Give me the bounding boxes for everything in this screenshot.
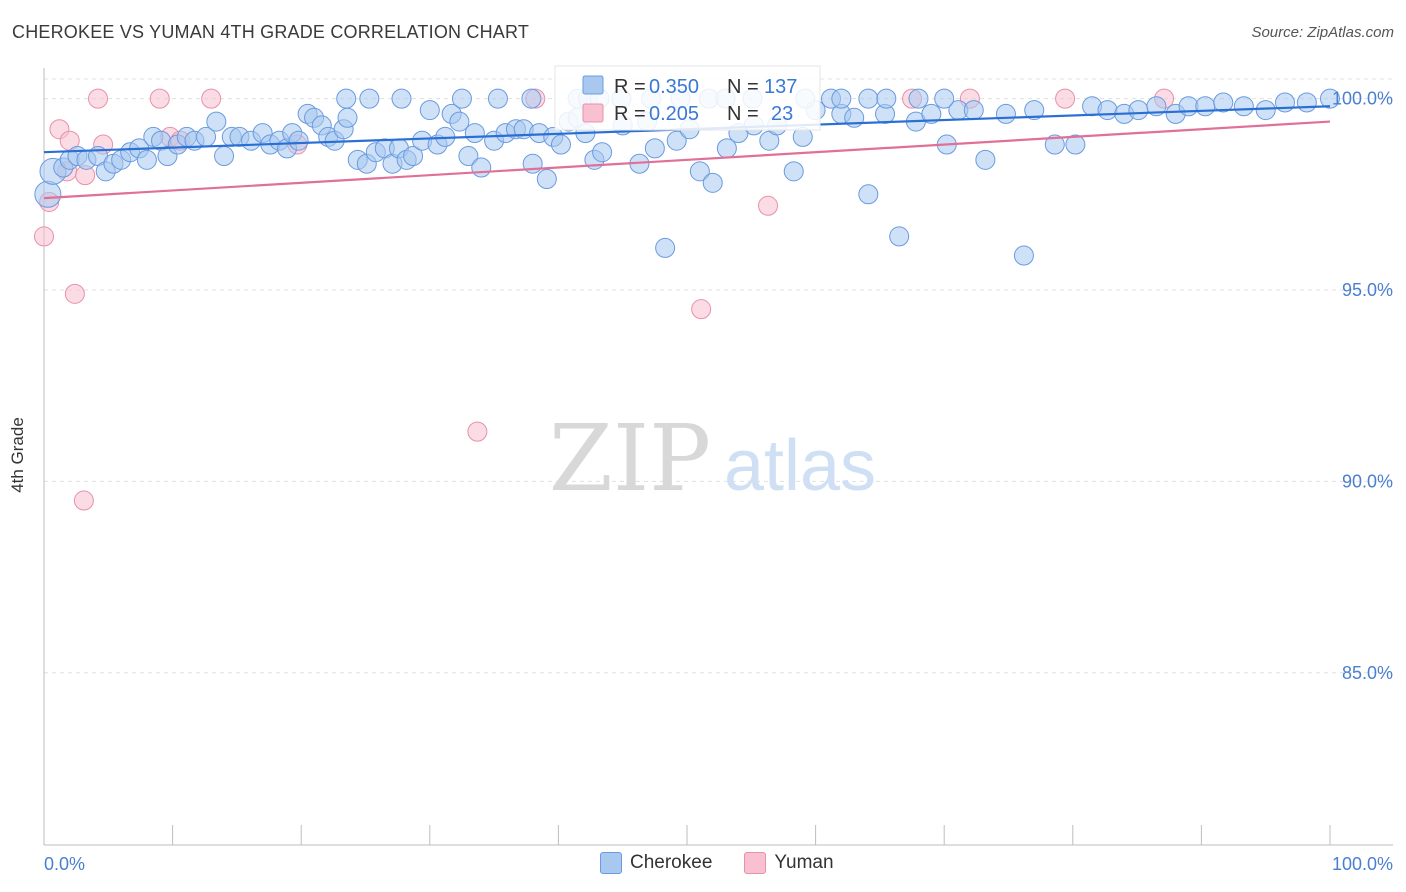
cherokee-point <box>471 157 492 178</box>
cherokee-point <box>655 237 676 258</box>
cherokee-point <box>449 111 470 132</box>
cherokee-point <box>1013 245 1034 266</box>
cherokee-point <box>1178 96 1199 117</box>
legend-item-yuman[interactable]: Yuman <box>744 852 834 874</box>
yuman-point <box>1055 88 1076 109</box>
cherokee-point <box>419 100 440 121</box>
cherokee-point <box>1213 92 1234 113</box>
cherokee-point <box>487 88 508 109</box>
legend-yuman-r-value: 0.205 <box>649 103 699 125</box>
cherokee-point <box>337 107 358 128</box>
legend-yuman-swatch <box>582 103 604 123</box>
cherokee-point <box>1065 134 1086 155</box>
watermark-atlas: atlas <box>724 426 876 506</box>
yuman-point <box>758 195 779 216</box>
cherokee-point <box>702 172 723 193</box>
yuman-legend-label: Yuman <box>774 852 834 873</box>
yuman-swatch <box>744 852 767 874</box>
legend-cherokee-n-label: N = <box>727 76 759 98</box>
cherokee-point <box>689 161 710 182</box>
yuman-point <box>467 421 488 442</box>
cherokee-point <box>550 134 571 155</box>
cherokee-legend-label: Cherokee <box>630 852 713 873</box>
cherokee-point <box>136 149 157 170</box>
cherokee-point <box>1128 100 1149 121</box>
cherokee-point <box>458 146 479 167</box>
legend-yuman-n-label: N = <box>727 103 759 125</box>
cherokee-point <box>908 88 929 109</box>
legend-item-cherokee[interactable]: Cherokee <box>600 852 712 874</box>
cherokee-point <box>666 130 687 151</box>
legend-cherokee-n-value: 137 <box>764 76 797 98</box>
cherokee-point <box>644 138 665 159</box>
y-tick-label: 100.0% <box>1332 89 1393 109</box>
cherokee-point <box>921 103 942 124</box>
cherokee-point <box>1024 100 1045 121</box>
cherokee-point <box>1097 100 1118 121</box>
cherokee-point <box>858 184 879 205</box>
yuman-point <box>64 283 85 304</box>
cherokee-point <box>963 100 984 121</box>
cherokee-point <box>975 149 996 170</box>
legend-cherokee-r-label: R = <box>614 76 646 98</box>
cherokee-point <box>858 88 879 109</box>
cherokee-point <box>995 103 1016 124</box>
stats-legend: R = 0.350 N = 137 R = 0.205 N = 23 <box>554 65 821 131</box>
legend-yuman-n-value: 23 <box>771 103 793 125</box>
cherokee-point <box>464 123 485 144</box>
chart-title: CHEROKEE VS YUMAN 4TH GRADE CORRELATION … <box>12 22 530 42</box>
cherokee-point <box>1255 100 1276 121</box>
y-tick-label: 85.0% <box>1342 663 1393 683</box>
legend-cherokee-r-value: 0.350 <box>649 76 699 98</box>
yuman-point <box>88 88 109 109</box>
x-tick-label: 100.0% <box>1332 854 1393 874</box>
cherokee-point <box>934 88 955 109</box>
yuman-point <box>691 299 712 320</box>
cherokee-point <box>889 226 910 247</box>
cherokee-point <box>1195 96 1216 117</box>
legend-cherokee-swatch <box>582 75 604 95</box>
series-legend: Cherokee Yuman <box>600 852 854 874</box>
source-label: Source: ZipAtlas.com <box>1251 24 1394 41</box>
cherokee-point <box>403 146 424 167</box>
cherokee-point <box>592 142 613 163</box>
cherokee-point <box>451 88 472 109</box>
gridlines <box>44 78 1393 674</box>
cherokee-point <box>336 88 357 109</box>
cherokee-point <box>34 180 62 208</box>
yuman-trend-line <box>43 120 1331 200</box>
cherokee-point <box>288 130 309 151</box>
cherokee-point <box>1146 96 1167 117</box>
y-tick-label: 95.0% <box>1342 280 1393 300</box>
cherokee-point <box>536 169 557 189</box>
watermark-zip: ZIP <box>549 405 711 512</box>
cherokee-point <box>214 146 235 167</box>
cherokee-point <box>206 111 227 132</box>
cherokee-point <box>1296 92 1317 113</box>
yuman-point <box>201 88 222 109</box>
cherokee-point <box>831 88 852 109</box>
legend-yuman-r-label: R = <box>614 103 646 125</box>
cherokee-point <box>391 88 412 109</box>
x-tick-label: 0.0% <box>44 854 85 874</box>
yuman-point <box>34 226 54 247</box>
cherokee-point <box>521 88 542 109</box>
cherokee-point <box>1320 88 1340 109</box>
cherokee-point <box>1233 96 1254 117</box>
yuman-point <box>149 88 170 109</box>
cherokee-point <box>1044 134 1065 155</box>
cherokee-point <box>876 88 897 109</box>
y-tick-label: 90.0% <box>1342 471 1393 491</box>
cherokee-point <box>359 88 380 109</box>
cherokee-swatch <box>600 852 622 874</box>
cherokee-point <box>783 161 804 182</box>
tick-labels: 100.0% 95.0% 90.0% 85.0% 0.0% 100.0% <box>44 89 1393 874</box>
yuman-point <box>73 490 94 511</box>
watermark: ZIP atlas <box>549 405 876 512</box>
